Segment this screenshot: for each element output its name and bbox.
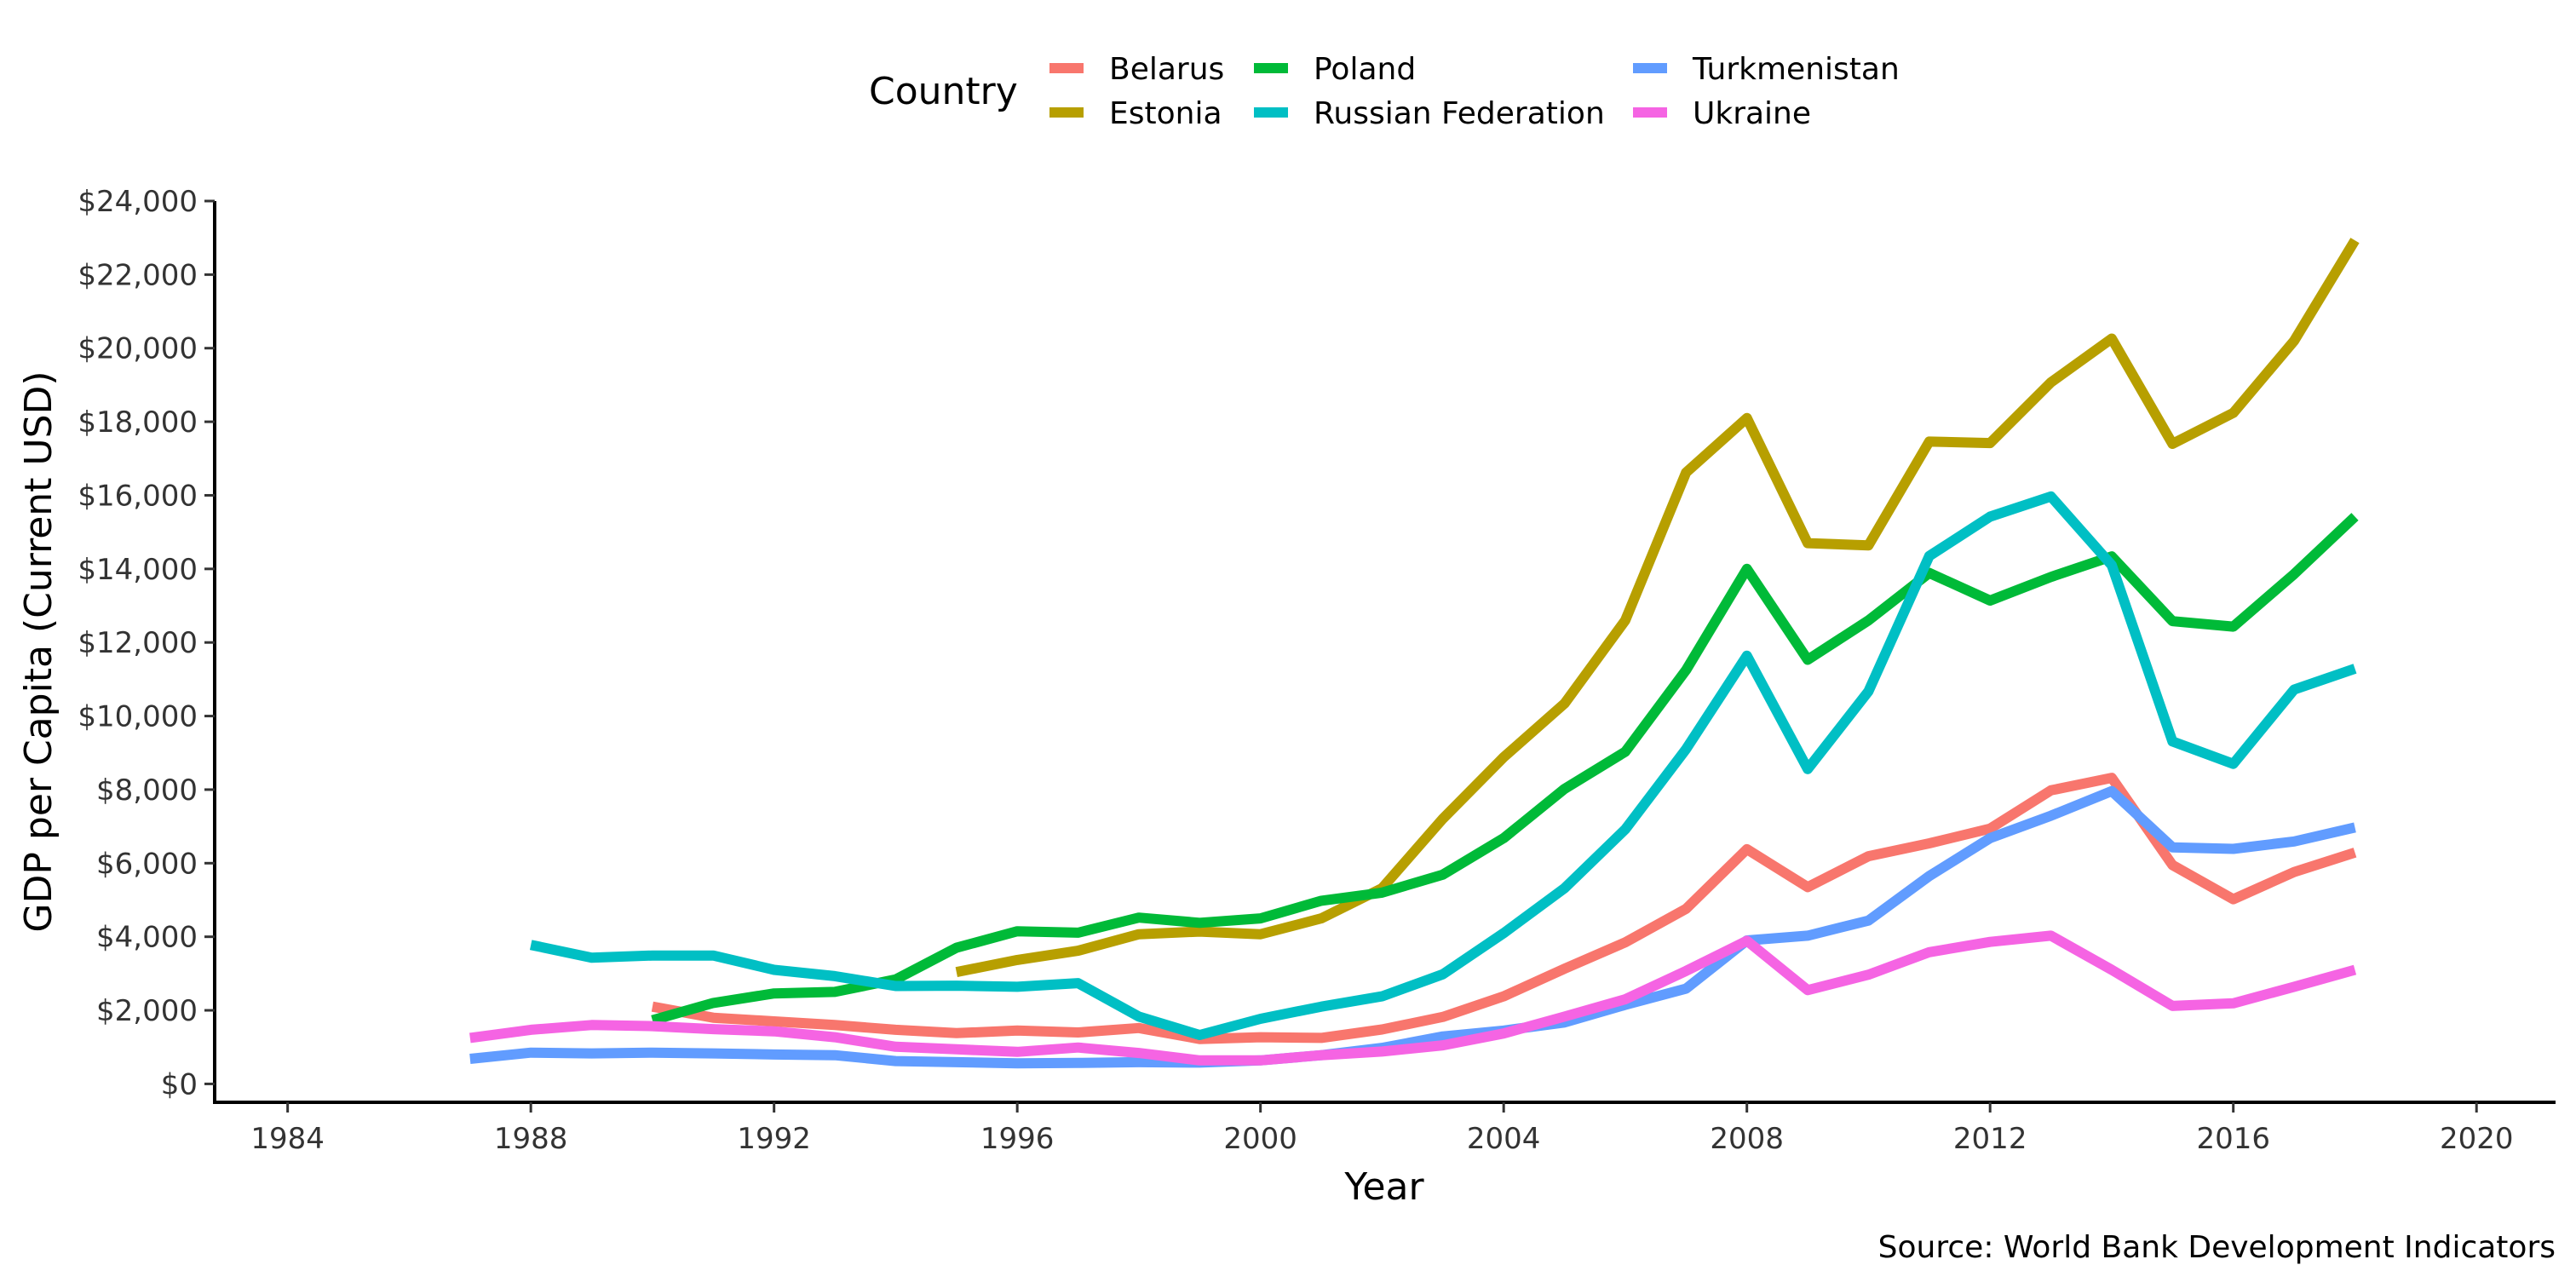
source-caption: Source: World Bank Development Indicator…	[1878, 1230, 2556, 1265]
x-tick-label: 2004	[1467, 1122, 1541, 1156]
legend-label-russian-federation: Russian Federation	[1314, 96, 1605, 131]
x-tick-label: 1992	[737, 1122, 811, 1156]
series-line-estonia	[955, 238, 2360, 977]
y-axis-title: GDP per Capita (Current USD)	[17, 371, 60, 932]
y-tick-label: $18,000	[78, 405, 198, 440]
legend-label-poland: Poland	[1314, 52, 1416, 87]
series-layer	[469, 238, 2360, 1069]
y-tick-label: $2,000	[96, 994, 198, 1028]
x-axis-title: Year	[1343, 1165, 1424, 1209]
y-tick-label: $12,000	[78, 626, 198, 660]
legend-title: Country	[869, 70, 1018, 113]
legend: Country Belarus Estonia Poland Russian Fede…	[869, 52, 1900, 131]
y-tick-label: $14,000	[78, 553, 198, 587]
series-line-poland	[651, 513, 2359, 1026]
y-tick-label: $8,000	[96, 773, 198, 808]
y-tick-label: $22,000	[78, 258, 198, 292]
legend-label-belarus: Belarus	[1109, 52, 1224, 87]
x-tick-label: 2016	[2196, 1122, 2270, 1156]
y-tick-label: $6,000	[96, 847, 198, 881]
x-tick-label: 1988	[494, 1122, 568, 1156]
x-tick-label: 2012	[1953, 1122, 2027, 1156]
y-tick-label: $4,000	[96, 921, 198, 955]
y-tick-label: $16,000	[78, 479, 198, 513]
series-line-russian-federation	[529, 491, 2357, 1040]
series-line-turkmenistan	[469, 785, 2356, 1069]
x-tick-label: 2020	[2440, 1122, 2514, 1156]
legend-label-estonia: Estonia	[1109, 96, 1222, 131]
x-tick-label: 1996	[980, 1122, 1055, 1156]
y-tick-label: $0	[161, 1067, 198, 1101]
y-tick-label: $20,000	[78, 332, 198, 366]
y-axis-ticks: $0 $2,000 $4,000 $6,000 $8,000 $10,000 $12,000…	[78, 185, 215, 1101]
x-tick-label: 2008	[1710, 1122, 1784, 1156]
legend-label-ukraine: Ukraine	[1693, 96, 1811, 131]
x-tick-label: 1984	[250, 1122, 325, 1156]
x-axis-ticks: 1984 1988 1992 1996 2000 2004 2008 2012 2016 2020	[250, 1102, 2513, 1156]
series-line-belarus	[651, 773, 2357, 1044]
y-tick-label: $24,000	[78, 185, 198, 219]
legend-label-turkmenistan: Turkmenistan	[1692, 52, 1900, 87]
y-tick-label: $10,000	[78, 700, 198, 734]
series-line-ukraine	[469, 930, 2357, 1066]
axes: $0 $2,000 $4,000 $6,000 $8,000 $10,000 $12,000…	[78, 185, 2556, 1156]
x-tick-label: 2000	[1223, 1122, 1297, 1156]
